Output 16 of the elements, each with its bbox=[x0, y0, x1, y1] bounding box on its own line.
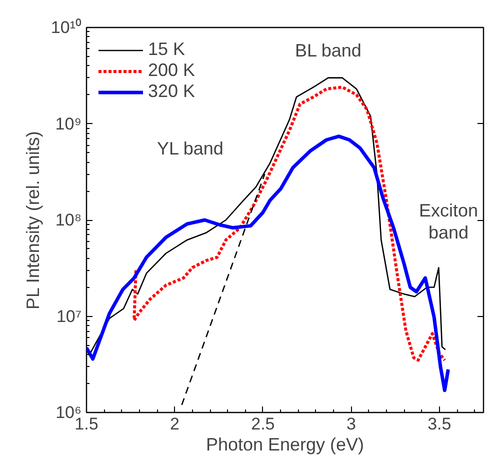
legend-label: 320 K bbox=[148, 81, 196, 102]
y-axis-title: PL Intensity (rel. units) bbox=[22, 131, 43, 310]
y-tick-label: 10⁷ bbox=[56, 306, 82, 326]
x-tick-label: 3 bbox=[346, 414, 356, 434]
x-tick-label: 3.5 bbox=[428, 414, 452, 434]
annotation: YL band bbox=[156, 138, 224, 158]
y-tick-label: 10⁹ bbox=[55, 114, 82, 134]
y-tick-label: 10⁸ bbox=[55, 210, 82, 230]
annotation: BL band bbox=[294, 40, 362, 60]
legend-label: 200 K bbox=[148, 60, 196, 81]
x-axis-title: Photon Energy (eV) bbox=[206, 434, 364, 454]
x-tick-label: 2.5 bbox=[251, 414, 275, 434]
x-tick-label: 2 bbox=[170, 414, 180, 434]
legend-label: 15 K bbox=[148, 39, 186, 60]
y-tick-label: 10¹⁰ bbox=[50, 18, 82, 37]
annotation: Exciton band bbox=[418, 200, 478, 242]
